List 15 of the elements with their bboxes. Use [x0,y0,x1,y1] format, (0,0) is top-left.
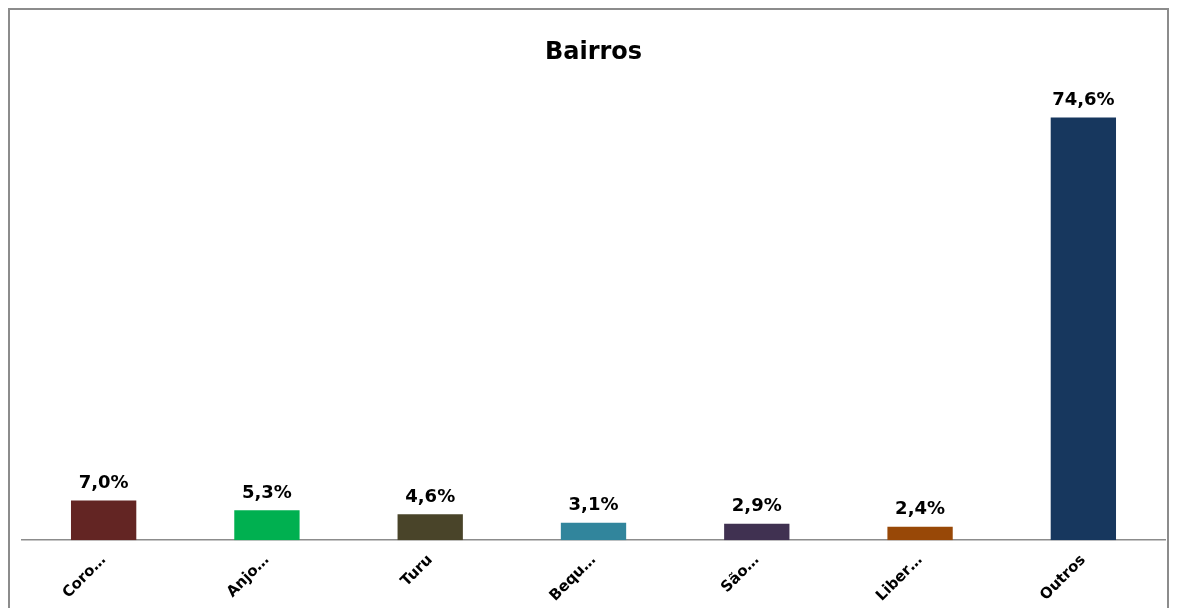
data-label: 3,1% [568,493,619,515]
data-label: 74,6% [1052,88,1115,110]
chart-title: Bairros [544,36,643,65]
bar [1050,117,1117,541]
data-label: 2,4% [895,497,946,519]
data-label: 4,6% [405,484,456,506]
bar [70,500,137,541]
data-label: 2,9% [731,494,782,516]
bar [560,522,627,541]
data-label: 7,0% [78,471,129,493]
bar [887,526,953,541]
bar [234,510,300,541]
bar [397,514,463,541]
bar [724,523,790,541]
data-label: 5,3% [241,480,292,502]
